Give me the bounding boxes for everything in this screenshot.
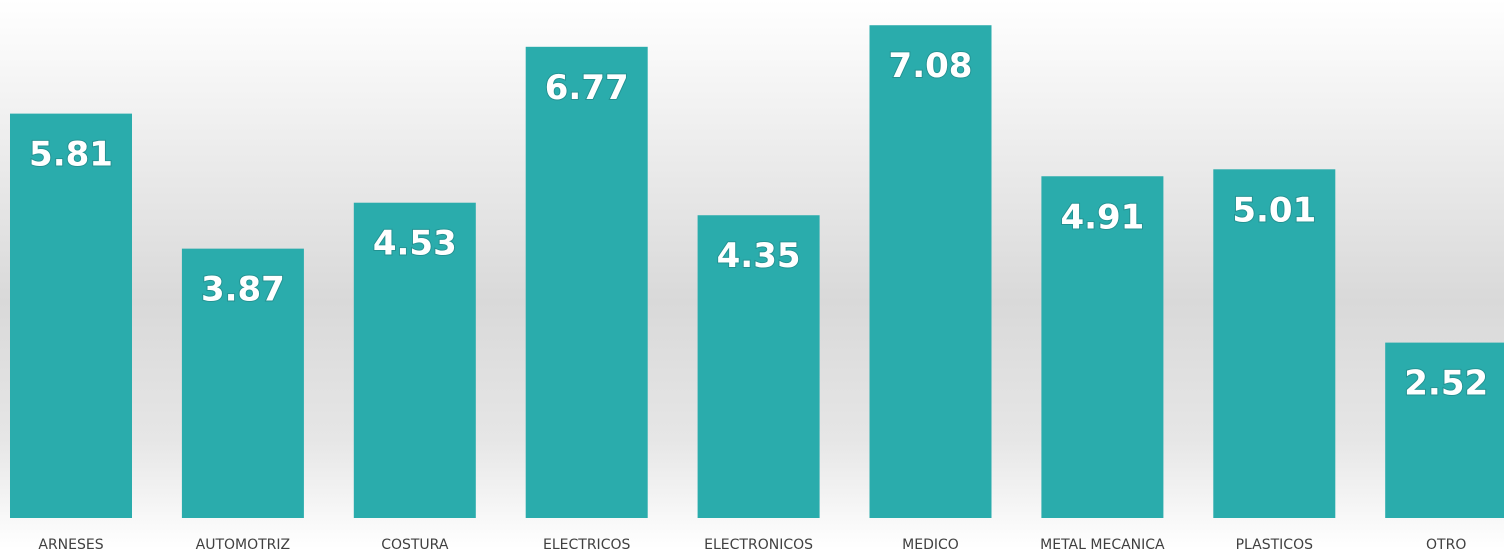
value-label: 5.01 (1232, 190, 1316, 230)
bar (1385, 342, 1504, 518)
x-tick-label: MEDICO (902, 537, 959, 549)
bar (181, 248, 304, 518)
x-tick-label: ELECTRONICOS (704, 537, 813, 549)
x-tick-label: OTRO (1426, 537, 1466, 549)
value-label: 6.77 (545, 68, 629, 108)
value-label: 2.52 (1404, 364, 1488, 404)
x-tick-label: ARNESES (38, 537, 103, 549)
value-label: 5.81 (29, 135, 113, 175)
bar (1213, 169, 1336, 518)
x-tick-label: METAL MECANICA (1040, 537, 1165, 549)
bar (697, 215, 820, 519)
bar (525, 46, 648, 519)
bar (869, 25, 992, 519)
value-label: 4.53 (373, 224, 457, 264)
x-tick-label: AUTOMOTRIZ (196, 537, 291, 549)
value-label: 4.91 (1060, 197, 1144, 237)
bar (353, 202, 476, 518)
bar (10, 113, 132, 519)
x-tick-label: ELECTRICOS (543, 537, 630, 549)
value-label: 3.87 (201, 270, 285, 310)
value-label: 7.08 (889, 46, 973, 86)
x-tick-label: COSTURA (381, 537, 449, 549)
value-label: 4.35 (717, 236, 801, 276)
bar (1041, 176, 1164, 518)
x-tick-label: PLASTICOS (1236, 537, 1314, 549)
